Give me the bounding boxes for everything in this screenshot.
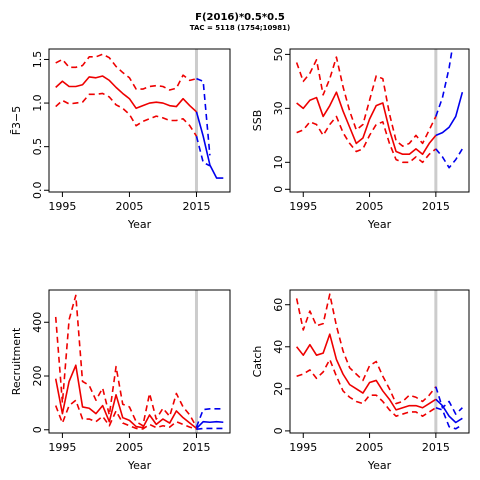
fbar-panel: 1995 2005 2015 0.0 0.5 1.0 1.5 Year F̄3−5 (10, 48, 231, 231)
fbar-series-group (55, 53, 224, 179)
catch-xtick-label: 1995 (289, 441, 317, 454)
recruitment-x-axis-label: Year (127, 459, 152, 472)
catch-xtick-label: 2015 (422, 441, 450, 454)
ssb-historical-bound-line-2 (296, 115, 437, 164)
figure-title: F(2016)*0.5*0.5 (195, 12, 285, 23)
ssb-x-axis-label: Year (367, 218, 392, 231)
ssb-y-axis-label: SSB (251, 110, 264, 132)
ssb-xtick-label: 1995 (289, 200, 317, 213)
recruitment-projection-bound-line-5 (196, 427, 224, 431)
recruitment-series-group (54, 294, 224, 431)
recruitment-historical-median-line-0 (54, 364, 197, 430)
ssb-ytick-label: 50 (272, 47, 285, 61)
recruitment-ytick-label: 400 (31, 312, 44, 333)
ssb-projection-bound-line-4 (435, 49, 454, 117)
catch-historical-bound-line-2 (296, 358, 437, 417)
fbar-ytick-label: 1.5 (31, 51, 44, 68)
ssb-plot-frame (289, 48, 470, 193)
recruitment-ytick-label: 0 (31, 426, 44, 433)
fbar-ytick-label: 1.0 (31, 94, 44, 112)
catch-projection-bound-line-5 (435, 406, 463, 430)
recruitment-projection-median-line-3 (195, 420, 224, 429)
fbar-historical-bound-line-2 (55, 92, 198, 137)
catch-x-axis-label: Year (367, 459, 392, 472)
catch-ytick-label: 20 (272, 382, 285, 396)
catch-projection-median-line-3 (435, 398, 463, 424)
catch-panel: 1995 2005 2015 0 20 40 60 Year Catch (251, 289, 470, 472)
fbar-projection-median-line-3 (195, 111, 224, 179)
catch-historical-median-line-0 (296, 333, 437, 411)
fbar-ytick-label: 0.0 (31, 182, 44, 200)
catch-xtick-label: 2005 (356, 441, 384, 454)
catch-ytick-label: 40 (272, 340, 285, 354)
figure-subtitle: TAC = 5118 (1754;10981) (190, 24, 290, 32)
catch-ytick-label: 60 (272, 298, 285, 312)
fbar-projection-bound-line-4 (196, 77, 211, 156)
catch-series-group (295, 293, 463, 430)
ssb-projection-median-line-3 (435, 91, 464, 137)
fbar-historical-bound-line-1 (55, 53, 197, 91)
recruitment-historical-bound-line-1 (54, 294, 198, 428)
recruitment-xtick-label: 2005 (115, 441, 143, 454)
catch-historical-bound-line-1 (295, 293, 437, 405)
fbar-x-axis-label: Year (127, 218, 152, 231)
fbar-ytick-label: 0.5 (31, 138, 44, 156)
catch-ytick-label: 0 (272, 427, 285, 434)
recruitment-plot-frame (48, 289, 231, 434)
ssb-series-group (295, 49, 464, 169)
ssb-projection-bound-line-5 (435, 148, 464, 169)
recruitment-y-axis-label: Recruitment (10, 327, 23, 395)
fbar-xtick-label: 1995 (48, 200, 76, 213)
ssb-historical-bound-line-1 (295, 56, 437, 147)
ssb-xtick-label: 2015 (422, 200, 450, 213)
recruitment-ytick-label: 200 (31, 366, 44, 387)
recruitment-xtick-label: 1995 (48, 441, 76, 454)
ssb-ytick-label: 10 (272, 155, 285, 169)
ssb-ytick-label: 0 (272, 186, 285, 193)
recruitment-panel: 1995 2005 2015 0 200 400 Year Recruitment (10, 289, 231, 472)
recruitment-projection-bound-line-4 (195, 408, 224, 428)
ssb-historical-median-line-0 (296, 91, 437, 156)
ssb-ytick-label: 30 (272, 101, 285, 115)
fbar-projection-bound-line-5 (195, 136, 211, 167)
fbar-xtick-label: 2015 (182, 200, 210, 213)
catch-projection-bound-line-4 (435, 386, 463, 415)
catch-plot-frame (289, 289, 470, 434)
ssb-xtick-label: 2005 (356, 200, 384, 213)
recruitment-historical-bound-line-2 (54, 399, 197, 431)
fbar-historical-median-line-0 (55, 75, 198, 113)
fbar-y-axis-label: F̄3−5 (10, 106, 23, 136)
fbar-xtick-label: 2005 (115, 200, 143, 213)
recruitment-xtick-label: 2015 (182, 441, 210, 454)
fbar-plot-frame (48, 48, 231, 193)
ssb-panel: 1995 2005 2015 0 10 30 50 Year SSB (251, 47, 470, 231)
catch-y-axis-label: Catch (251, 346, 264, 378)
